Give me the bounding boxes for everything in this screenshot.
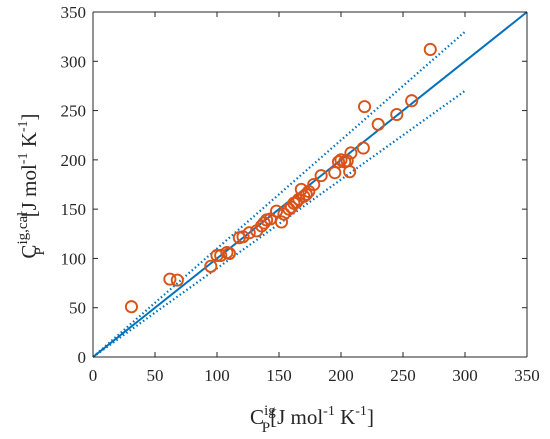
y-tick-label: 350 [61, 3, 87, 22]
y-tick-label: 150 [61, 200, 87, 219]
x-tick-label: 0 [89, 366, 98, 385]
error-bound-line-1 [92, 30, 466, 358]
y-axis-label-bracket-close: ] [17, 113, 41, 120]
data-point [356, 141, 370, 155]
y-tick-label: 50 [69, 299, 86, 318]
y-axis-label-exponent-2: -1 [16, 120, 31, 132]
plot-axes [92, 11, 528, 358]
data-point [170, 273, 184, 287]
y-axis-label-exponent-1: -1 [16, 153, 31, 165]
x-axis-label-bracket-close: ] [367, 405, 374, 429]
x-tick-label: 250 [390, 366, 416, 385]
data-point [405, 94, 419, 108]
x-tick-label: 50 [147, 366, 164, 385]
x-axis-label-exponent-2: -1 [355, 404, 367, 419]
y-axis-label-middle: K [17, 132, 41, 152]
data-point [242, 226, 256, 240]
x-axis-label: Cig P[J mol-1 K-1] [250, 403, 374, 436]
y-axis-ticks: 0 50 100 150 200 250 300 350 [61, 3, 527, 367]
data-point [358, 100, 372, 114]
data-point [214, 248, 228, 263]
data-point [274, 215, 289, 229]
y-axis-label: Cig,calP[J mol-1 K-1] [15, 113, 48, 258]
x-tick-label: 300 [452, 366, 478, 385]
x-axis-label-subscript: P [262, 420, 270, 436]
data-point [269, 204, 284, 218]
y-tick-label: 200 [61, 151, 87, 170]
data-point [124, 300, 138, 314]
y-tick-label: 250 [61, 102, 87, 121]
y-tick-label: 300 [61, 52, 87, 71]
parity-line-0 [92, 11, 528, 358]
x-axis-ticks: 0 50 100 150 200 250 300 350 [89, 12, 540, 385]
x-axis-label-exponent-1: -1 [323, 404, 335, 419]
data-point [344, 146, 358, 160]
data-point [343, 165, 357, 179]
data-point [307, 177, 321, 192]
data-point [299, 187, 313, 201]
y-axis-label-superscript: ig,cal [15, 212, 31, 245]
y-tick-label: 0 [78, 348, 87, 367]
x-axis-label-base: C [250, 405, 264, 429]
y-tick-label: 100 [61, 249, 87, 268]
x-tick-label: 100 [204, 366, 230, 385]
data-point [204, 259, 218, 273]
data-point [423, 42, 437, 57]
reference-lines [92, 11, 528, 358]
x-tick-label: 350 [514, 366, 540, 385]
y-axis-label-subscript: P [32, 247, 48, 255]
data-point [371, 117, 385, 131]
x-axis-label-middle: K [335, 405, 355, 429]
y-axis-label-bracket-open: [J mol [17, 164, 41, 217]
data-point [163, 272, 177, 286]
x-tick-label: 150 [266, 366, 292, 385]
data-points [124, 42, 437, 314]
x-axis-label-bracket-open: [J mol [270, 405, 323, 429]
data-point [331, 155, 346, 169]
y-axis-label-base: C [17, 245, 41, 259]
data-point [314, 169, 328, 183]
data-point [222, 246, 236, 261]
x-tick-label: 200 [328, 366, 354, 385]
data-point [390, 107, 404, 122]
x-axis-label-superscript: ig [264, 403, 276, 419]
